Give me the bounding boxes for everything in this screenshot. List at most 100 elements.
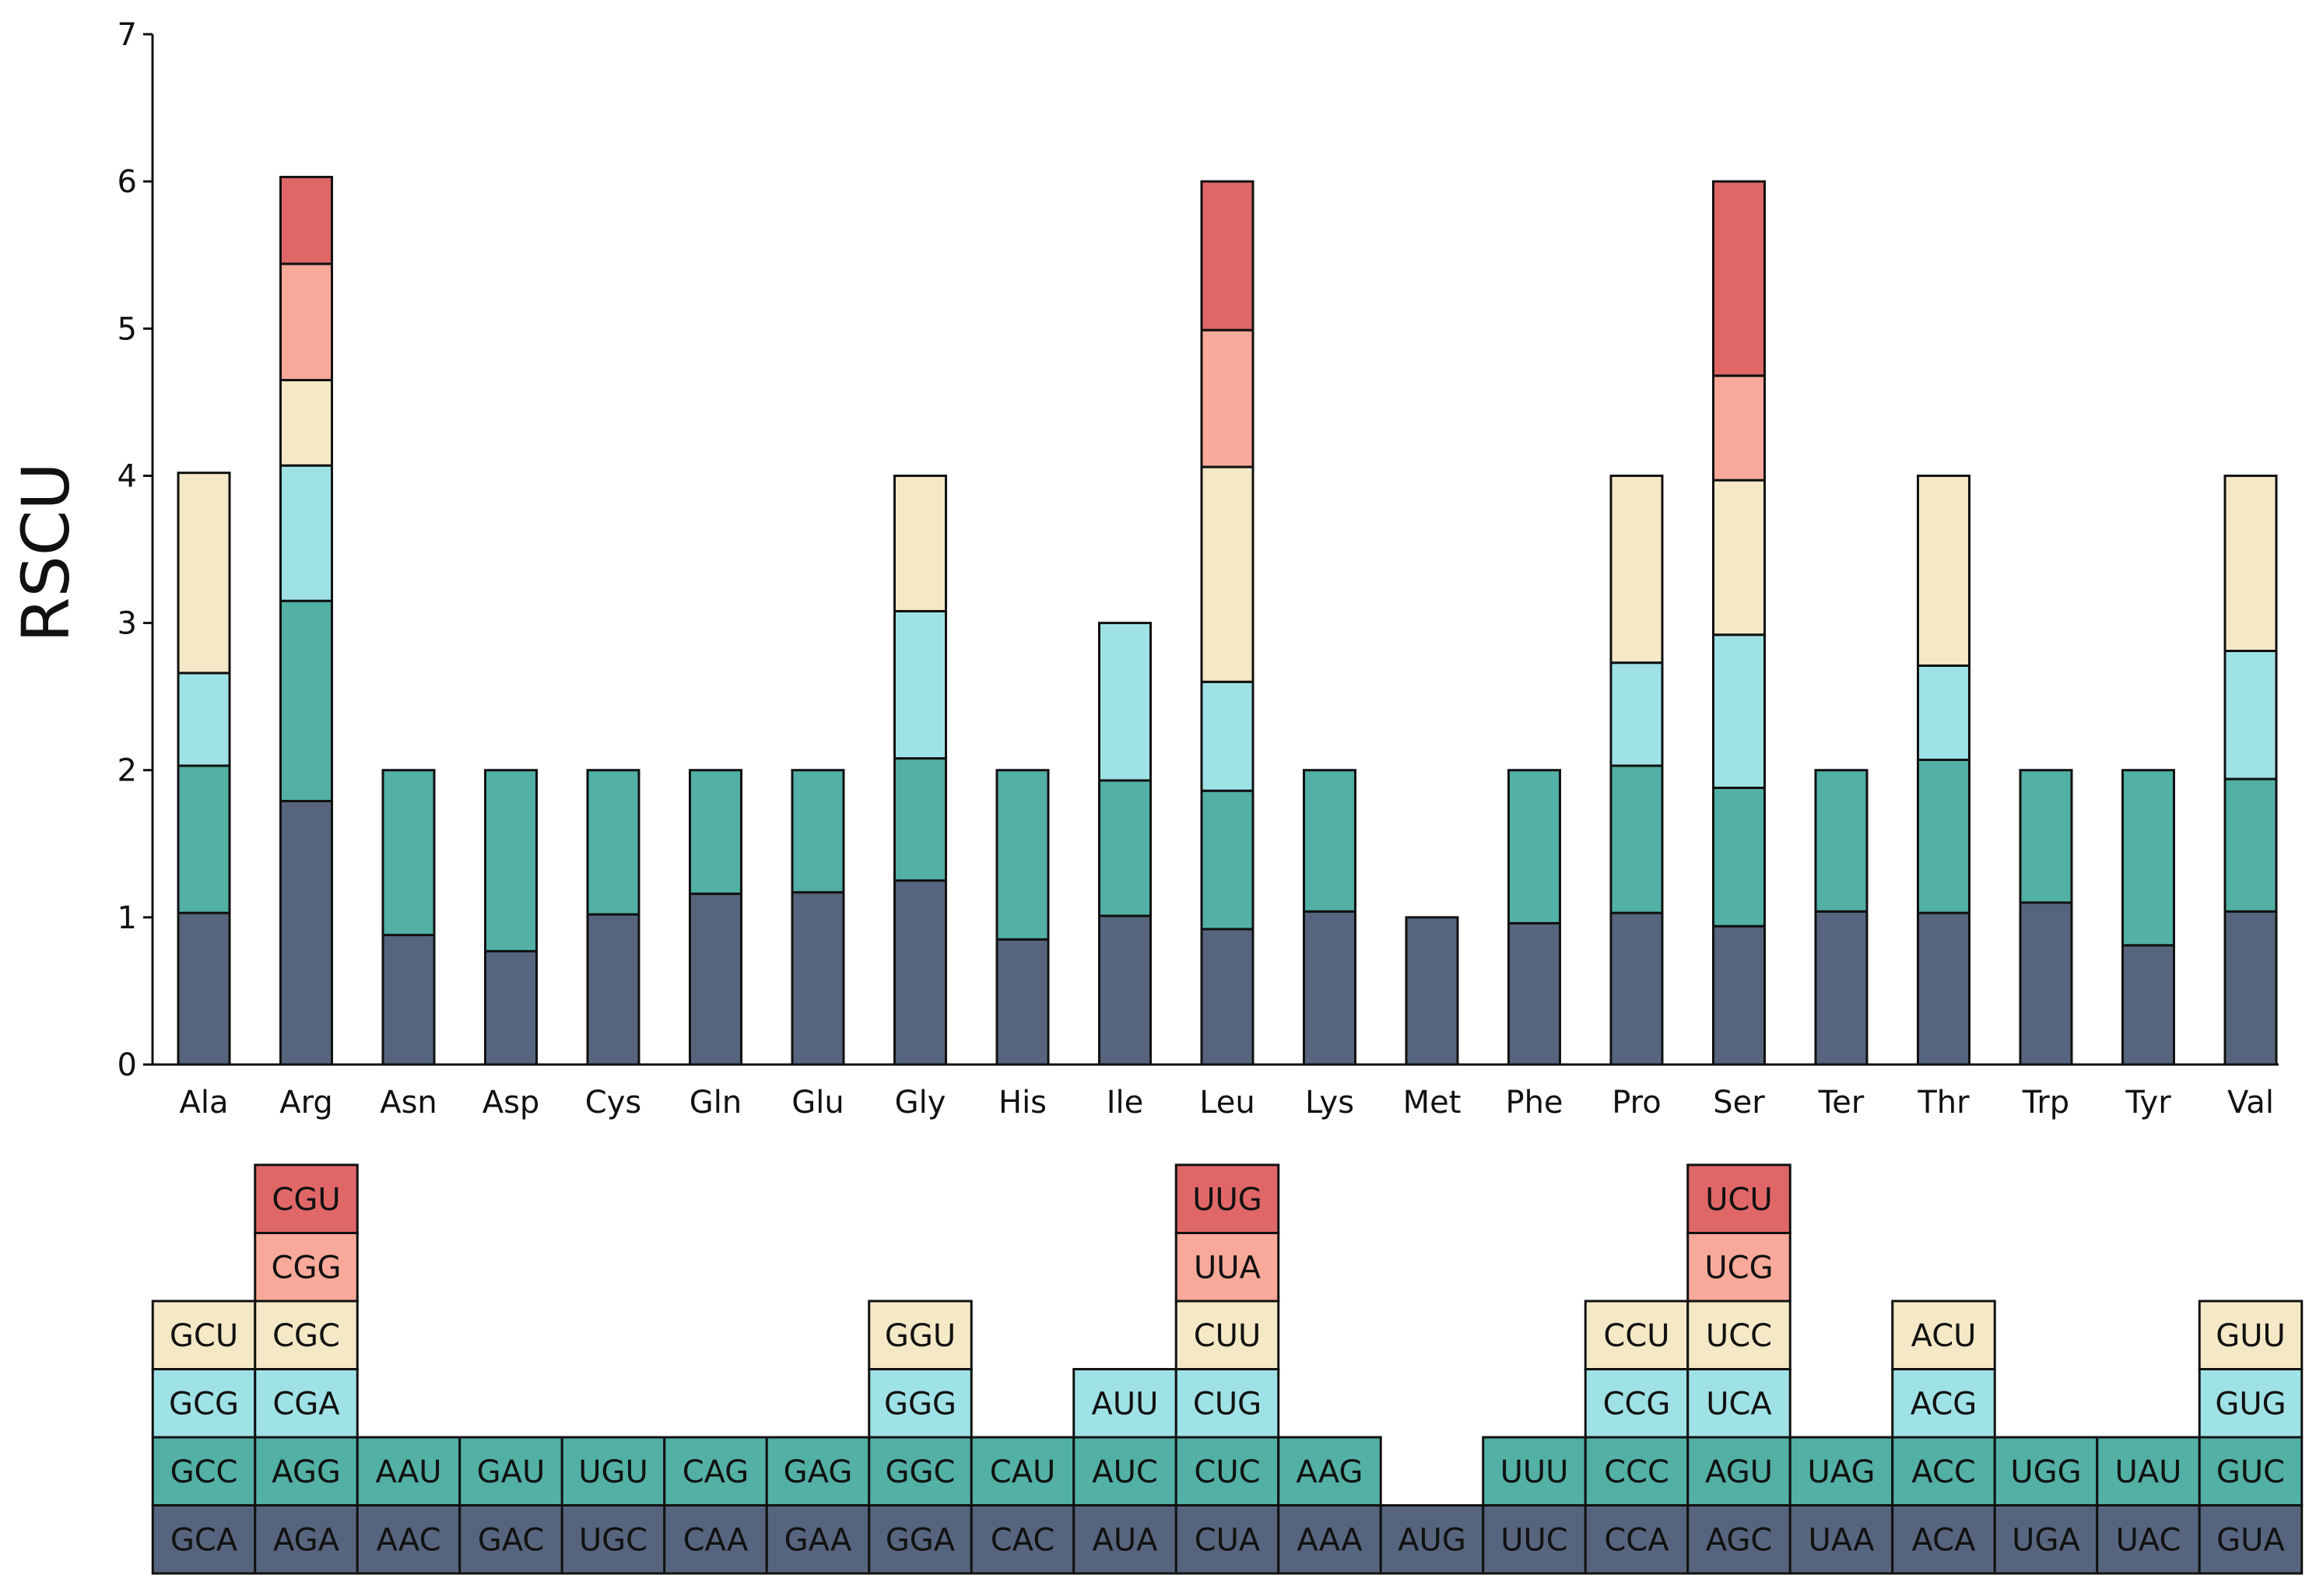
bar-segment-UCC xyxy=(1712,479,1766,637)
codon-label: UAC xyxy=(2116,1522,2181,1558)
x-tick-label: Leu xyxy=(1199,1085,1255,1121)
codon-label: GGC xyxy=(886,1454,956,1490)
bar-segment-GUU xyxy=(2223,474,2278,653)
codon-label: CGG xyxy=(272,1250,342,1286)
codon-cell-GCU xyxy=(151,1300,257,1370)
bar-segment-ACA xyxy=(1917,911,1970,1066)
bar-segment-CUU xyxy=(1200,465,1254,683)
codon-label: UAU xyxy=(2115,1454,2182,1490)
bar-segment-GCG xyxy=(177,672,231,767)
codon-cell-UCG xyxy=(1686,1232,1791,1303)
codon-label: AUU xyxy=(1092,1386,1159,1422)
codon-label: UUG xyxy=(1192,1182,1262,1218)
x-tick-label: Asn xyxy=(380,1085,437,1121)
codon-label: AGC xyxy=(1706,1522,1773,1558)
bar-segment-CUC xyxy=(1200,789,1254,931)
codon-cell-GUA xyxy=(2198,1504,2304,1575)
bar-segment-GCA xyxy=(177,911,231,1066)
codon-cell-GCG xyxy=(151,1368,257,1439)
bar-segment-GCC xyxy=(177,764,231,914)
codon-cell-AUG xyxy=(1379,1504,1485,1575)
codon-label: CAG xyxy=(683,1454,749,1490)
bar-segment-AGA xyxy=(279,799,333,1066)
x-tick-label: Gln xyxy=(690,1085,742,1121)
bar-segment-AAA xyxy=(1303,910,1356,1066)
codon-cell-UAU xyxy=(2096,1436,2201,1507)
codon-label: AUG xyxy=(1398,1522,1466,1558)
bar-segment-UCU xyxy=(1712,180,1766,377)
bar-segment-UGU xyxy=(586,769,640,916)
codon-cell-AGU xyxy=(1686,1436,1791,1507)
x-tick-label: Met xyxy=(1403,1085,1462,1121)
codon-label: GCU xyxy=(170,1318,238,1354)
codon-cell-GGG xyxy=(868,1368,973,1439)
x-tick-label: Ile xyxy=(1107,1085,1144,1121)
bar-segment-AAC xyxy=(381,934,436,1066)
codon-label: ACU xyxy=(1911,1318,1977,1354)
codon-cell-AAC xyxy=(356,1504,461,1575)
codon-cell-AUA xyxy=(1072,1504,1177,1575)
bar-segment-GAU xyxy=(484,769,538,952)
y-tick-label: 0 xyxy=(118,1047,137,1083)
y-tick-label: 4 xyxy=(118,458,137,494)
codon-label: GUC xyxy=(2216,1454,2285,1490)
bar-segment-AGC xyxy=(1712,924,1766,1066)
codon-cell-UGG xyxy=(1993,1436,2099,1507)
x-tick-label: Val xyxy=(2227,1085,2274,1121)
codon-cell-CAG xyxy=(663,1436,768,1507)
x-tick-label: Thr xyxy=(1917,1085,1970,1121)
codon-legend-grid: GCA GCC GCG GCU AGA AGG CGA CGC CGG CGU AAC AAU GAC G… xyxy=(151,1163,2304,1575)
bar-segment-GUG xyxy=(2223,650,2278,780)
codon-cell-GAU xyxy=(458,1436,563,1507)
codon-cell-UUG xyxy=(1174,1163,1280,1234)
bar-segment-UAA xyxy=(1814,910,1869,1066)
y-tick-label: 1 xyxy=(118,900,137,936)
codon-label: UGA xyxy=(2012,1522,2080,1558)
x-tick-label: Ala xyxy=(180,1085,229,1121)
codon-cell-CUA xyxy=(1174,1504,1280,1575)
codon-cell-ACA xyxy=(1891,1504,1996,1575)
codon-cell-GAC xyxy=(458,1504,563,1575)
bar-segment-AGU xyxy=(1712,786,1766,928)
bar-segment-GGU xyxy=(893,474,947,612)
codon-cell-CUG xyxy=(1174,1368,1280,1439)
codon-label: CUG xyxy=(1193,1386,1262,1422)
bar-segment-CCG xyxy=(1609,661,1664,767)
bar-segment-UCG xyxy=(1712,374,1766,482)
x-tick-label: Gly xyxy=(895,1085,946,1121)
codon-label: GAC xyxy=(478,1522,545,1558)
bar-segment-AUA xyxy=(1098,914,1152,1066)
bar-segment-UAC xyxy=(2121,944,2175,1066)
codon-label: CUU xyxy=(1194,1318,1261,1354)
codon-cell-CGC xyxy=(254,1300,359,1370)
codon-label: UCA xyxy=(1706,1386,1772,1422)
codon-label: GUA xyxy=(2216,1522,2285,1558)
codon-label: GAU xyxy=(477,1454,546,1490)
codon-label: GGU xyxy=(885,1318,956,1354)
codon-cell-CGA xyxy=(254,1368,359,1439)
bar-segment-GGC xyxy=(893,757,947,882)
codon-label: UCC xyxy=(1706,1318,1772,1354)
codon-label: GCA xyxy=(170,1522,238,1558)
codon-label: CGU xyxy=(272,1182,340,1218)
codon-cell-GUU xyxy=(2198,1300,2304,1370)
bar-segment-AAG xyxy=(1303,769,1356,913)
codon-cell-UUC xyxy=(1482,1504,1587,1575)
codon-label: UGU xyxy=(578,1454,648,1490)
codon-label: UUC xyxy=(1500,1522,1567,1558)
y-axis: 0 1 2 3 4 5 6 7 xyxy=(118,17,154,1083)
codon-label: AGU xyxy=(1705,1454,1773,1490)
bar-segment-AUG xyxy=(1405,916,1459,1066)
codon-cell-UGU xyxy=(560,1436,666,1507)
codon-label: AUA xyxy=(1092,1522,1158,1558)
x-tick-label: Tyr xyxy=(2125,1085,2171,1121)
y-tick-label: 5 xyxy=(118,311,137,347)
codon-label: UUU xyxy=(1500,1454,1569,1490)
bar-segment-GAC xyxy=(484,949,538,1066)
codon-cell-CAA xyxy=(663,1504,768,1575)
codon-label: CCG xyxy=(1603,1386,1671,1422)
codon-label: UGG xyxy=(2010,1454,2081,1490)
x-tick-label: Ter xyxy=(1818,1085,1865,1121)
bar-segment-CAC xyxy=(995,938,1050,1066)
